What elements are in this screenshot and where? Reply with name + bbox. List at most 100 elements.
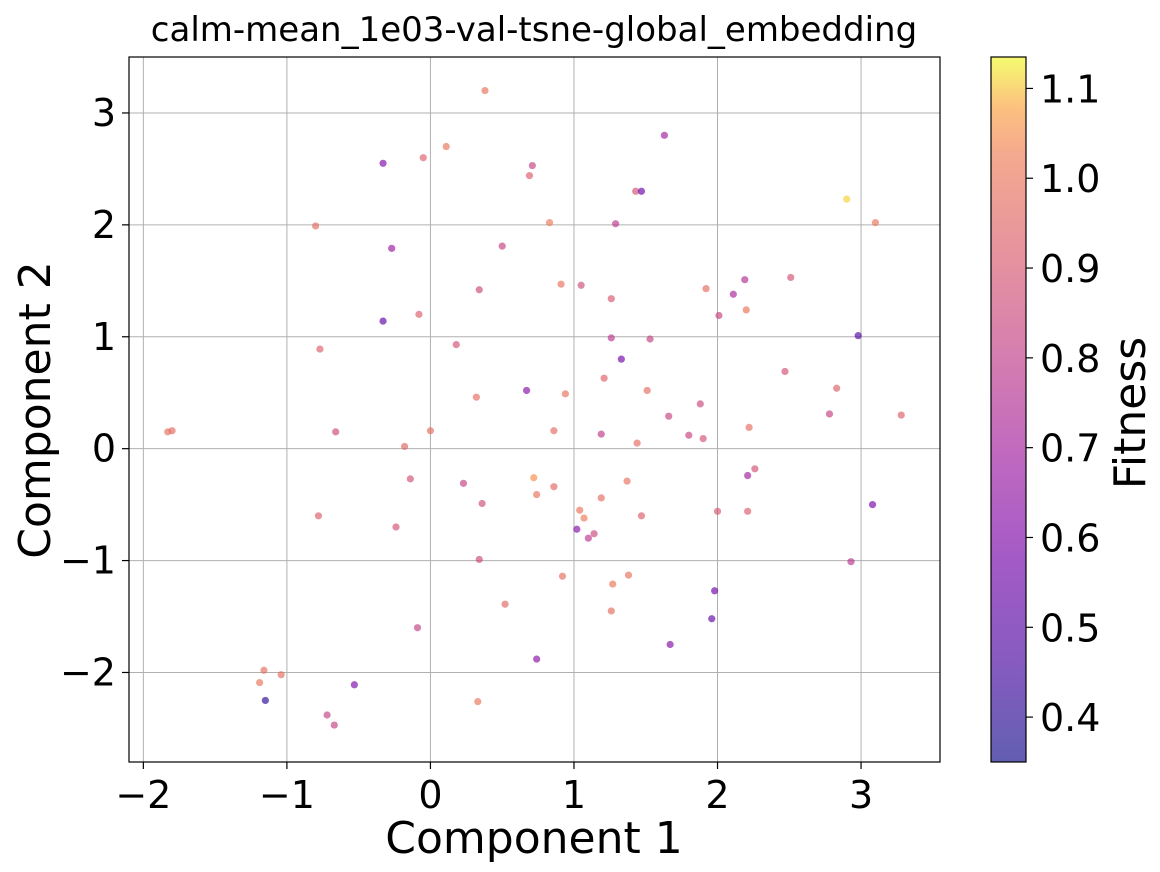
scatter-point [316, 345, 324, 353]
scatter-point [744, 507, 752, 515]
scatter-point [277, 671, 285, 679]
scatter-point [825, 410, 834, 418]
scatter-point [261, 696, 269, 705]
scatter-point [632, 187, 640, 195]
scatter-point [533, 655, 541, 663]
colorbar-frame [990, 56, 1027, 763]
scatter-point [633, 439, 641, 447]
scatter-point [833, 384, 841, 392]
scatter-point [392, 523, 400, 531]
x-axis-label: Component 1 [385, 813, 682, 864]
scatter-point [897, 411, 905, 419]
scatter-point [528, 161, 536, 170]
scatter-point [871, 219, 880, 227]
x-tick-label: −1 [259, 773, 315, 817]
scatter-point [312, 222, 320, 230]
y-axis-ticks: −2 −1 0 1 2 3 [60, 91, 129, 694]
scatter-point [609, 580, 617, 588]
scatter-point [406, 475, 414, 483]
scatter-point [637, 512, 646, 520]
scatter-point [478, 499, 486, 508]
scatter-point [379, 317, 387, 325]
scatter-point [847, 558, 855, 566]
scatter-point [843, 195, 851, 203]
scatter-point [452, 340, 460, 349]
scatter-point [577, 281, 585, 289]
scatter-point [612, 220, 620, 228]
scatter-point [330, 721, 338, 729]
scatter-point [475, 555, 483, 564]
scatter-point [573, 525, 581, 533]
scatter-point [459, 479, 468, 487]
y-tick-label: 0 [92, 427, 116, 471]
colorbar-ticks: 0.4 0.5 0.6 0.7 0.8 0.9 1.0 1.1 [1026, 67, 1100, 740]
scatter-point [561, 390, 569, 398]
scatter-point [617, 355, 625, 363]
scatter-point [314, 512, 323, 520]
scatter-point [350, 681, 358, 689]
scatter-point [584, 534, 592, 542]
scatter-point [729, 290, 737, 298]
scatter-point [607, 607, 615, 615]
scatter-point [260, 666, 268, 674]
colorbar-gradient [991, 57, 1026, 762]
scatter-point [501, 600, 509, 608]
scatter-point [550, 483, 558, 491]
colorbar-tick-label: 0.9 [1040, 247, 1100, 291]
scatter-point [623, 477, 631, 485]
plot-frame [128, 56, 941, 763]
scatter-point [666, 640, 674, 649]
data-points [164, 86, 905, 729]
scatter-point [498, 242, 506, 250]
scatter-point [580, 514, 588, 522]
scatter-point [624, 571, 633, 579]
scatter-point [665, 412, 673, 420]
scatter-point [590, 530, 598, 538]
scatter-point [711, 587, 719, 595]
x-tick-label: 2 [705, 773, 729, 817]
scatter-point [415, 310, 423, 318]
scatter-point [481, 86, 489, 95]
scatter-point [523, 386, 531, 395]
scatter-point [868, 501, 877, 509]
scatter-point [643, 386, 651, 395]
scatter-point [787, 273, 795, 282]
x-tick-label: 0 [418, 773, 442, 817]
scatter-point [607, 334, 615, 342]
chart-title: calm-mean_1e03-val-tsne-global_embedding [151, 10, 917, 50]
colorbar: 0.4 0.5 0.6 0.7 0.8 0.9 1.0 1.1 Fitness [990, 56, 1156, 763]
scatter-point [256, 678, 264, 687]
colorbar-label: Fitness [1105, 337, 1156, 489]
colorbar-tick-label: 0.7 [1040, 427, 1100, 471]
scatter-point [550, 427, 558, 435]
scatter-point [600, 374, 608, 382]
y-tick-label: 1 [92, 315, 116, 359]
scatter-point [388, 244, 396, 252]
scatter-point [646, 335, 654, 343]
colorbar-tick-label: 0.4 [1040, 696, 1100, 740]
scatter-point [426, 427, 435, 435]
x-tick-label: 3 [849, 773, 873, 817]
colorbar-tick-label: 1.1 [1040, 67, 1100, 111]
scatter-point [475, 286, 483, 294]
scatter-point [558, 572, 567, 580]
scatter-point [685, 431, 693, 439]
scatter-point [379, 159, 387, 167]
scatter-point [637, 187, 646, 195]
scatter-point [400, 442, 409, 451]
scatter-point [751, 465, 759, 473]
scatter-point [545, 219, 554, 227]
scatter-point [323, 711, 331, 719]
y-tick-label: −2 [60, 650, 116, 694]
y-tick-label: 2 [92, 203, 116, 247]
scatter-point [708, 615, 716, 623]
colorbar-tick-label: 0.6 [1040, 516, 1100, 560]
scatter-point [472, 393, 480, 401]
colorbar-tick-label: 1.0 [1040, 157, 1100, 201]
scatter-point [742, 306, 750, 314]
scatter-point [715, 311, 723, 320]
scatter-point [576, 506, 584, 514]
scatter-point [741, 276, 749, 284]
scatter-point [744, 471, 752, 480]
